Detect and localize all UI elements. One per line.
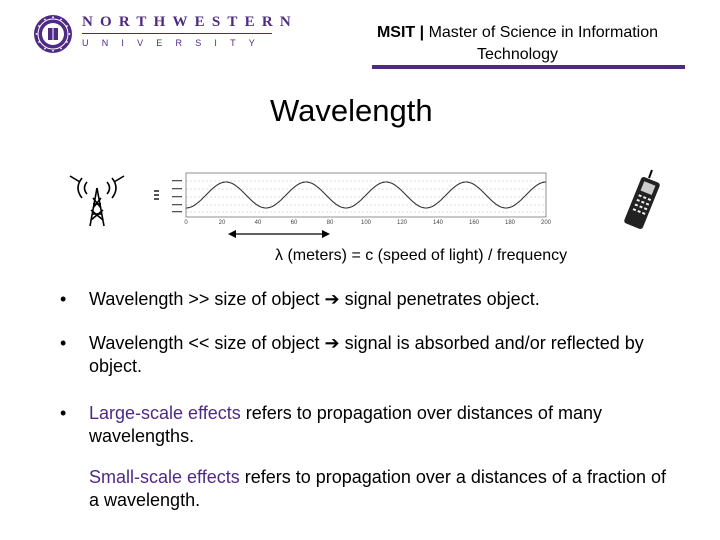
program-abbrev: MSIT (376, 24, 416, 41)
wavelength-arrow (228, 230, 330, 238)
university-seal-logo (34, 15, 72, 53)
plot-gridlines (186, 180, 546, 213)
header-accent-bar (372, 65, 685, 69)
plot-y-label (154, 190, 159, 200)
x-tick-label: 100 (361, 220, 372, 226)
right-arrow-icon: ➔ (324, 289, 340, 309)
header-separator: | (419, 24, 425, 41)
highlight-term: Large-scale effects (89, 403, 241, 423)
university-name: NORTHWESTERN (82, 14, 298, 30)
logo-divider (82, 33, 272, 34)
bullet-marker: • (60, 333, 67, 353)
wavelength-formula: λ (meters) = c (speed of light) / freque… (275, 247, 568, 264)
x-tick-label: 60 (291, 220, 298, 226)
program-header: MSIT | Master of Science in Information … (345, 22, 690, 66)
x-tick-label: 20 (219, 220, 226, 226)
highlight-term: Small-scale effects (89, 467, 240, 487)
x-tick-label: 40 (255, 220, 262, 226)
university-subtitle: UNIVERSITY (82, 38, 269, 48)
wavelength-figure: 0 20 40 60 80 100 120 140 160 180 200 (69, 169, 660, 238)
bullet-text: Wavelength >> size of object ➔ signal pe… (89, 289, 540, 309)
bullet-marker: • (60, 289, 67, 309)
x-tick-label: 200 (541, 220, 552, 226)
plot-y-ticks (172, 180, 182, 213)
radio-tower-icon (69, 175, 125, 227)
bullet-text: Wavelength << size of object ➔ signal is… (89, 333, 644, 376)
x-tick-label: 180 (505, 220, 516, 226)
sine-wave (186, 181, 546, 209)
x-tick-label: 160 (469, 220, 480, 226)
x-tick-label: 0 (184, 220, 188, 226)
paragraph-text: Small-scale effects refers to propagatio… (89, 467, 666, 510)
program-name: Master of Science in Information Technol… (428, 24, 659, 63)
bullet-text: Large-scale effects refers to propagatio… (89, 403, 602, 446)
bullet-marker: • (60, 403, 67, 423)
x-tick-label: 120 (397, 220, 408, 226)
x-tick-label: 140 (433, 220, 444, 226)
mobile-phone-icon (624, 169, 660, 230)
right-arrow-icon: ➔ (324, 333, 340, 353)
plot-x-ticks: 0 20 40 60 80 100 120 140 160 180 200 (184, 220, 551, 226)
slide-title: Wavelength (270, 93, 433, 128)
x-tick-label: 80 (327, 220, 334, 226)
